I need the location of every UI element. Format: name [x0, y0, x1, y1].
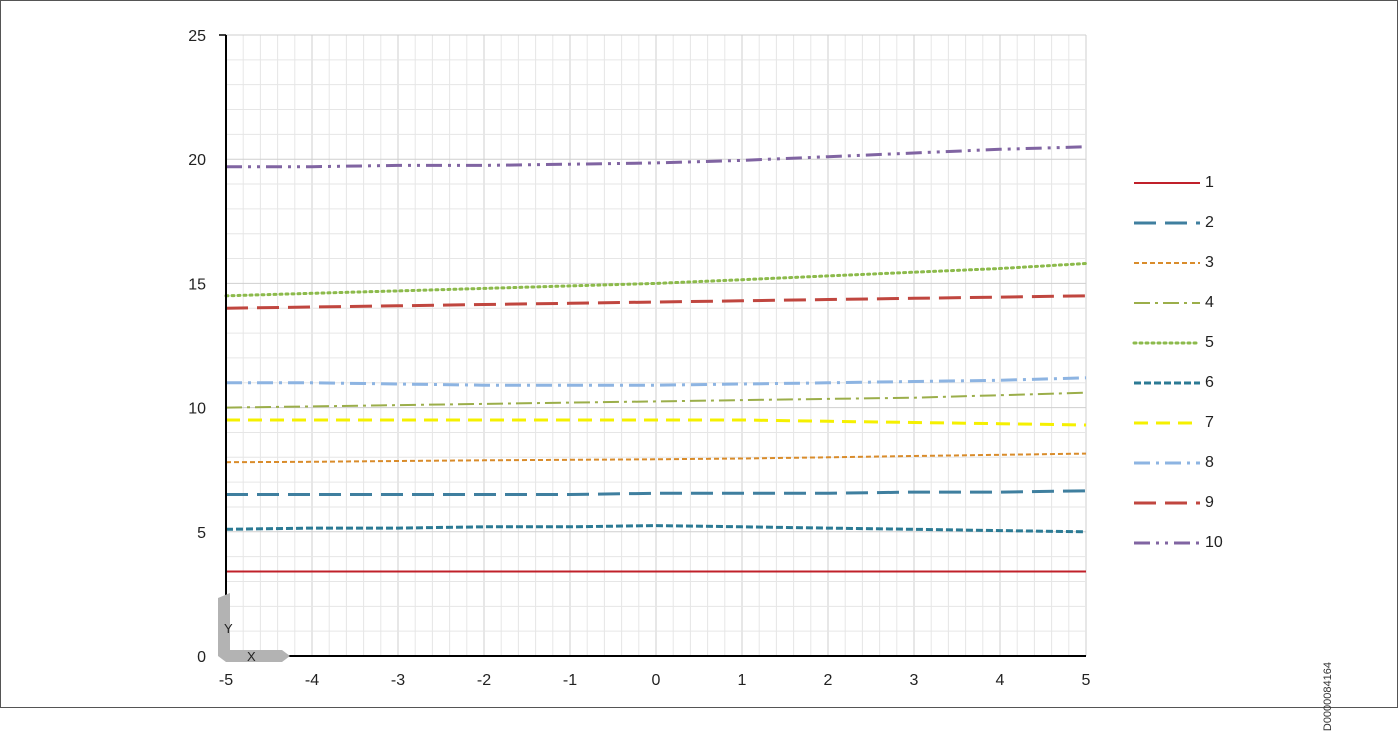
legend-item: 2 [1128, 210, 1258, 250]
series-line-8 [226, 376, 1087, 387]
x-tick-label: 2 [824, 672, 833, 689]
series-line-3 [225, 452, 1087, 464]
x-tick-label: -3 [391, 672, 405, 689]
legend-item: 1 [1128, 170, 1258, 210]
legend-swatch [1134, 541, 1200, 545]
legend-swatch [1134, 302, 1200, 304]
x-tick-label: 3 [910, 672, 919, 689]
legend-label: 1 [1205, 174, 1214, 191]
x-tick-label: 1 [738, 672, 747, 689]
series-line-5 [224, 262, 1088, 298]
legend-item: 8 [1128, 450, 1258, 490]
legend-item: 7 [1128, 410, 1258, 450]
legend-label: 10 [1205, 534, 1223, 551]
y-tick-label: 10 [188, 401, 206, 418]
legend-item: 10 [1128, 530, 1258, 570]
chart-legend: 1 2 3 4 5 6 7 8 9 10 [1128, 170, 1258, 570]
legend-label: 9 [1205, 494, 1214, 511]
legend-label: 3 [1205, 254, 1214, 271]
legend-label: 4 [1205, 294, 1214, 311]
x-tick-label: 5 [1082, 672, 1091, 689]
series-line-7 [226, 418, 1087, 427]
document-id-text: D0000084164 [1322, 662, 1334, 731]
x-tick-label: -4 [305, 672, 319, 689]
series-line-2 [226, 489, 1087, 496]
legend-label: 8 [1205, 454, 1214, 471]
legend-swatch [1134, 461, 1200, 465]
x-tick-label: -5 [219, 672, 233, 689]
y-tick-label: 5 [197, 525, 206, 542]
legend-label: 7 [1205, 414, 1214, 431]
tick-labels: -5 -4 -3 -2 -1 0 1 2 3 4 5 0 5 10 15 20 25 [188, 28, 1090, 689]
grid [225, 34, 1087, 657]
legend-swatch [1134, 421, 1200, 425]
series-line-10 [226, 145, 1087, 169]
legend-item: 5 [1128, 330, 1258, 370]
legend-label: 2 [1205, 214, 1214, 231]
legend-item: 6 [1128, 370, 1258, 410]
legend-item: 9 [1128, 490, 1258, 530]
legend-swatch [1134, 381, 1200, 385]
y-tick-label: 0 [197, 649, 206, 666]
series-line-9 [225, 294, 1087, 310]
axis-orientation-marker: Y X [218, 593, 290, 664]
x-tick-label: -2 [477, 672, 491, 689]
legend-label: 6 [1205, 374, 1214, 391]
legend-swatch [1134, 501, 1200, 505]
legend-label: 5 [1205, 334, 1214, 351]
legend-swatch [1134, 221, 1200, 225]
x-tick-label: -1 [563, 672, 577, 689]
axis-marker-y-label: Y [224, 621, 233, 636]
axes [219, 34, 1086, 657]
legend-swatch [1132, 341, 1202, 345]
y-tick-label: 25 [188, 28, 206, 45]
y-tick-label: 20 [188, 152, 206, 169]
axis-orientation-icon [218, 593, 290, 662]
line-chart: -5 -4 -3 -2 -1 0 1 2 3 4 5 0 5 10 15 20 25 Y X [188, 28, 1090, 689]
axis-marker-x-label: X [247, 649, 256, 664]
legend-swatch [1134, 182, 1200, 184]
series-line-6 [225, 524, 1087, 534]
series-lines [224, 145, 1088, 573]
legend-item: 3 [1128, 250, 1258, 290]
legend-item: 4 [1128, 290, 1258, 330]
legend-swatch [1134, 262, 1200, 264]
x-tick-label: 0 [652, 672, 661, 689]
x-tick-label: 4 [996, 672, 1005, 689]
y-tick-label: 15 [188, 276, 206, 293]
